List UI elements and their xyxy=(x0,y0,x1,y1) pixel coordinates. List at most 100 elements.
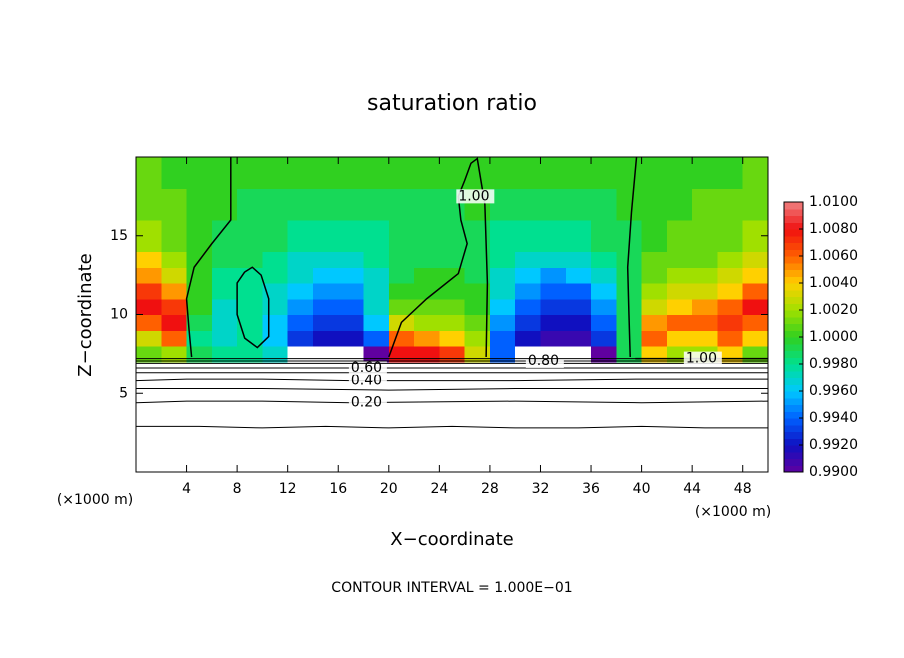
heat-cell xyxy=(591,188,617,221)
colorbar-band xyxy=(784,397,803,405)
heat-cell xyxy=(464,330,491,347)
heat-cell xyxy=(464,298,491,315)
heat-cell xyxy=(439,267,466,284)
heat-cell xyxy=(237,346,263,363)
heat-cell xyxy=(565,188,592,221)
heat-cell xyxy=(489,330,516,347)
heat-cell xyxy=(211,314,238,331)
heat-cell xyxy=(262,346,289,363)
heat-cell xyxy=(591,346,617,363)
contour-line xyxy=(185,157,232,358)
heat-cell xyxy=(363,251,390,268)
heat-cell xyxy=(287,298,314,315)
heat-cell xyxy=(489,157,516,189)
heat-cell xyxy=(338,330,365,347)
heat-cell xyxy=(262,251,289,268)
colorbar-band xyxy=(784,343,803,351)
heat-cell xyxy=(211,188,238,221)
heat-cell xyxy=(338,298,365,315)
heat-cell xyxy=(136,298,162,315)
heat-cell xyxy=(565,267,592,284)
heat-cell xyxy=(211,298,238,315)
heat-cell xyxy=(338,188,365,221)
heat-cell xyxy=(287,251,314,268)
heat-cell xyxy=(136,283,162,300)
heat-cell xyxy=(237,251,263,268)
colorbar-tick-label: 1.0000 xyxy=(809,329,858,345)
colorbar-band xyxy=(784,316,803,324)
heat-cell xyxy=(414,298,440,315)
colorbar-band xyxy=(784,411,803,419)
heat-cell xyxy=(692,188,718,221)
heat-cell xyxy=(641,283,668,300)
colorbar-band xyxy=(784,208,803,216)
heat-cell xyxy=(565,157,592,189)
heat-cell xyxy=(641,314,668,331)
colorbar-band xyxy=(784,256,803,264)
heat-cell xyxy=(616,267,643,284)
x-tick-label: 48 xyxy=(734,481,752,497)
heat-cell xyxy=(414,188,440,221)
heat-cell xyxy=(515,251,541,268)
colorbar-band xyxy=(784,431,803,439)
heat-cell xyxy=(414,330,440,347)
heat-cell xyxy=(136,188,162,221)
contour-label: 1.00 xyxy=(458,188,489,204)
heat-cell xyxy=(515,330,541,347)
heat-cell xyxy=(489,298,516,315)
heat-cell xyxy=(489,346,516,363)
heat-cell xyxy=(591,220,617,252)
x-tick-label: 20 xyxy=(380,481,398,497)
heat-cell xyxy=(388,251,415,268)
heat-cell xyxy=(287,330,314,347)
heat-cell xyxy=(262,157,289,189)
heat-cell xyxy=(312,346,339,363)
colorbar-band xyxy=(784,391,803,399)
heat-cell xyxy=(363,157,390,189)
contour-line xyxy=(136,388,768,391)
heat-cell xyxy=(338,314,365,331)
y-tick-label: 10 xyxy=(110,307,128,323)
y-axis-label: Z−coordinate xyxy=(75,253,96,376)
heat-cell xyxy=(161,267,188,284)
colorbar-tick-label: 0.9900 xyxy=(809,464,858,480)
colorbar-tick-label: 0.9980 xyxy=(809,356,858,372)
colorbar-band xyxy=(784,229,803,237)
colorbar-band xyxy=(784,215,803,223)
contour-label: 1.00 xyxy=(686,351,717,367)
heat-cell xyxy=(211,251,238,268)
heat-cell xyxy=(237,220,263,252)
colorbar-band xyxy=(784,202,803,210)
colorbar-band xyxy=(784,465,803,473)
heat-cell xyxy=(211,220,238,252)
colorbar-band xyxy=(784,330,803,338)
contour-label-bg xyxy=(348,395,387,410)
heat-cell xyxy=(540,157,567,189)
heat-cell xyxy=(641,346,668,363)
heat-cell xyxy=(312,267,339,284)
heat-cell xyxy=(237,330,263,347)
heat-cell xyxy=(591,314,617,331)
contour-line xyxy=(626,156,638,358)
heat-cell xyxy=(287,346,314,363)
heat-cell xyxy=(287,220,314,252)
contour-label-bg xyxy=(348,373,387,388)
colorbar-band xyxy=(784,458,803,466)
heat-cell xyxy=(136,330,162,347)
heat-cell xyxy=(312,188,339,221)
heat-cell xyxy=(489,267,516,284)
heat-cell xyxy=(312,157,339,189)
heat-cell xyxy=(186,330,213,347)
heat-cell xyxy=(287,157,314,189)
contour-label-bg xyxy=(683,351,722,366)
heat-cell xyxy=(414,314,440,331)
colorbar-tick-label: 1.0100 xyxy=(809,194,858,210)
heat-cell xyxy=(237,314,263,331)
heat-cell xyxy=(388,188,415,221)
colorbar-tick-label: 0.9920 xyxy=(809,437,858,453)
colorbar-band xyxy=(784,303,803,311)
x-unit-label: (×1000 m) xyxy=(695,504,771,520)
heat-cell xyxy=(591,267,617,284)
colorbar-band xyxy=(784,262,803,270)
